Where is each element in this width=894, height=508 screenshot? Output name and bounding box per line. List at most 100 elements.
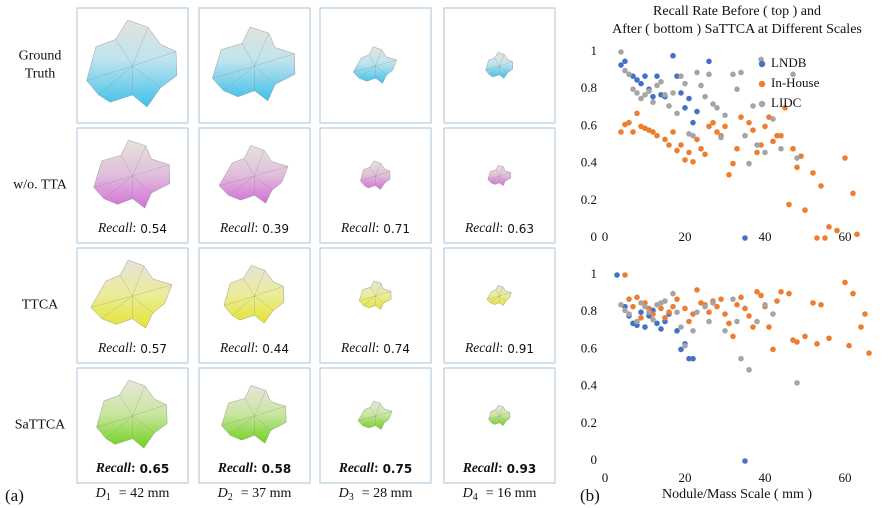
render-shape bbox=[93, 139, 170, 209]
image-frame bbox=[443, 367, 556, 484]
mesh-line bbox=[495, 169, 500, 177]
mesh-line bbox=[499, 65, 508, 73]
mesh-line bbox=[86, 65, 133, 81]
recall-text: Recall: 0.39 bbox=[219, 220, 289, 235]
data-point bbox=[750, 127, 756, 133]
mesh-line bbox=[254, 150, 265, 177]
data-point bbox=[678, 90, 684, 96]
column-sub: 2 bbox=[228, 492, 233, 503]
render-shape bbox=[223, 265, 285, 324]
recall-label: Recall bbox=[462, 460, 498, 475]
data-point bbox=[670, 90, 676, 96]
data-point bbox=[730, 296, 736, 302]
recall-sep: : bbox=[376, 340, 380, 355]
data-point bbox=[674, 309, 680, 316]
data-point bbox=[718, 296, 724, 302]
data-point bbox=[650, 99, 656, 106]
data-point bbox=[746, 367, 752, 373]
mesh-line bbox=[359, 295, 376, 301]
data-point bbox=[742, 235, 748, 241]
data-point bbox=[754, 142, 760, 148]
data-point bbox=[802, 333, 808, 340]
data-point bbox=[810, 170, 816, 176]
data-point bbox=[702, 93, 708, 100]
mesh-line bbox=[119, 395, 133, 417]
data-point bbox=[674, 328, 680, 334]
data-point bbox=[706, 123, 712, 130]
data-point bbox=[670, 290, 676, 297]
recall-value: 0.74 bbox=[383, 342, 410, 356]
recall-text: Recall: 0.44 bbox=[219, 340, 289, 355]
data-point bbox=[794, 339, 800, 345]
recall-value: 0.44 bbox=[262, 342, 289, 356]
mesh-line bbox=[375, 59, 397, 67]
mesh-line bbox=[353, 65, 376, 73]
data-point bbox=[638, 309, 644, 316]
x-tick-label: 60 bbox=[839, 229, 852, 244]
row-label: TTCA bbox=[22, 298, 59, 313]
data-point bbox=[634, 110, 640, 117]
data-point bbox=[746, 313, 752, 319]
data-point bbox=[786, 201, 792, 208]
data-point bbox=[794, 380, 800, 386]
mesh-line bbox=[96, 415, 133, 428]
data-point bbox=[658, 305, 664, 312]
mesh-line bbox=[375, 403, 381, 417]
data-point bbox=[678, 346, 684, 353]
data-point bbox=[638, 80, 644, 87]
recall-value: 0.71 bbox=[383, 222, 410, 236]
mesh-line bbox=[243, 158, 255, 177]
mesh-line bbox=[132, 415, 155, 434]
data-point bbox=[682, 157, 688, 163]
data-point bbox=[754, 149, 760, 156]
mesh-line bbox=[132, 175, 152, 194]
data-point bbox=[774, 298, 780, 304]
mesh-line bbox=[368, 54, 376, 67]
data-point bbox=[614, 272, 620, 278]
recall-label: Recall bbox=[340, 340, 376, 355]
x-tick-label: 20 bbox=[679, 229, 692, 244]
column-label: D4 = 16 mm bbox=[462, 486, 537, 503]
recall-sep: : bbox=[253, 460, 258, 475]
recall-label: Recall bbox=[219, 220, 255, 235]
mesh-line bbox=[254, 286, 284, 297]
data-point bbox=[622, 307, 628, 314]
data-point bbox=[770, 138, 776, 145]
data-point bbox=[630, 303, 636, 310]
data-point bbox=[618, 49, 624, 55]
data-point bbox=[714, 105, 720, 111]
data-point bbox=[822, 235, 828, 241]
data-point bbox=[766, 324, 772, 330]
recall-label: Recall bbox=[464, 220, 500, 235]
data-point bbox=[654, 82, 660, 89]
row-label-line: TTCA bbox=[22, 298, 59, 313]
mesh-line bbox=[375, 283, 382, 297]
mesh-line bbox=[375, 175, 385, 184]
data-point bbox=[702, 303, 708, 310]
mesh-line bbox=[90, 295, 133, 308]
data-point bbox=[706, 71, 712, 78]
data-point bbox=[694, 108, 700, 115]
recall-text: Recall: 0.93 bbox=[462, 460, 536, 475]
data-point bbox=[778, 132, 784, 139]
panel-label: (a) bbox=[5, 486, 24, 505]
data-point bbox=[646, 88, 652, 94]
column-text: = 16 mm bbox=[486, 486, 537, 501]
data-point bbox=[662, 314, 668, 321]
data-point bbox=[682, 80, 688, 87]
mesh-line bbox=[370, 407, 376, 417]
data-point bbox=[706, 309, 712, 316]
data-point bbox=[850, 290, 856, 297]
mesh-line bbox=[132, 65, 161, 88]
recall-sep: : bbox=[376, 220, 380, 235]
data-point bbox=[674, 296, 680, 302]
recall-sep: : bbox=[133, 220, 137, 235]
column-symbol: D bbox=[217, 486, 228, 501]
data-point bbox=[642, 324, 648, 330]
data-point bbox=[674, 147, 680, 154]
data-point bbox=[742, 458, 748, 464]
mesh-line bbox=[254, 33, 269, 67]
recall-value: 0.58 bbox=[262, 462, 292, 476]
mesh-line bbox=[132, 145, 146, 177]
mesh-line bbox=[491, 415, 500, 423]
